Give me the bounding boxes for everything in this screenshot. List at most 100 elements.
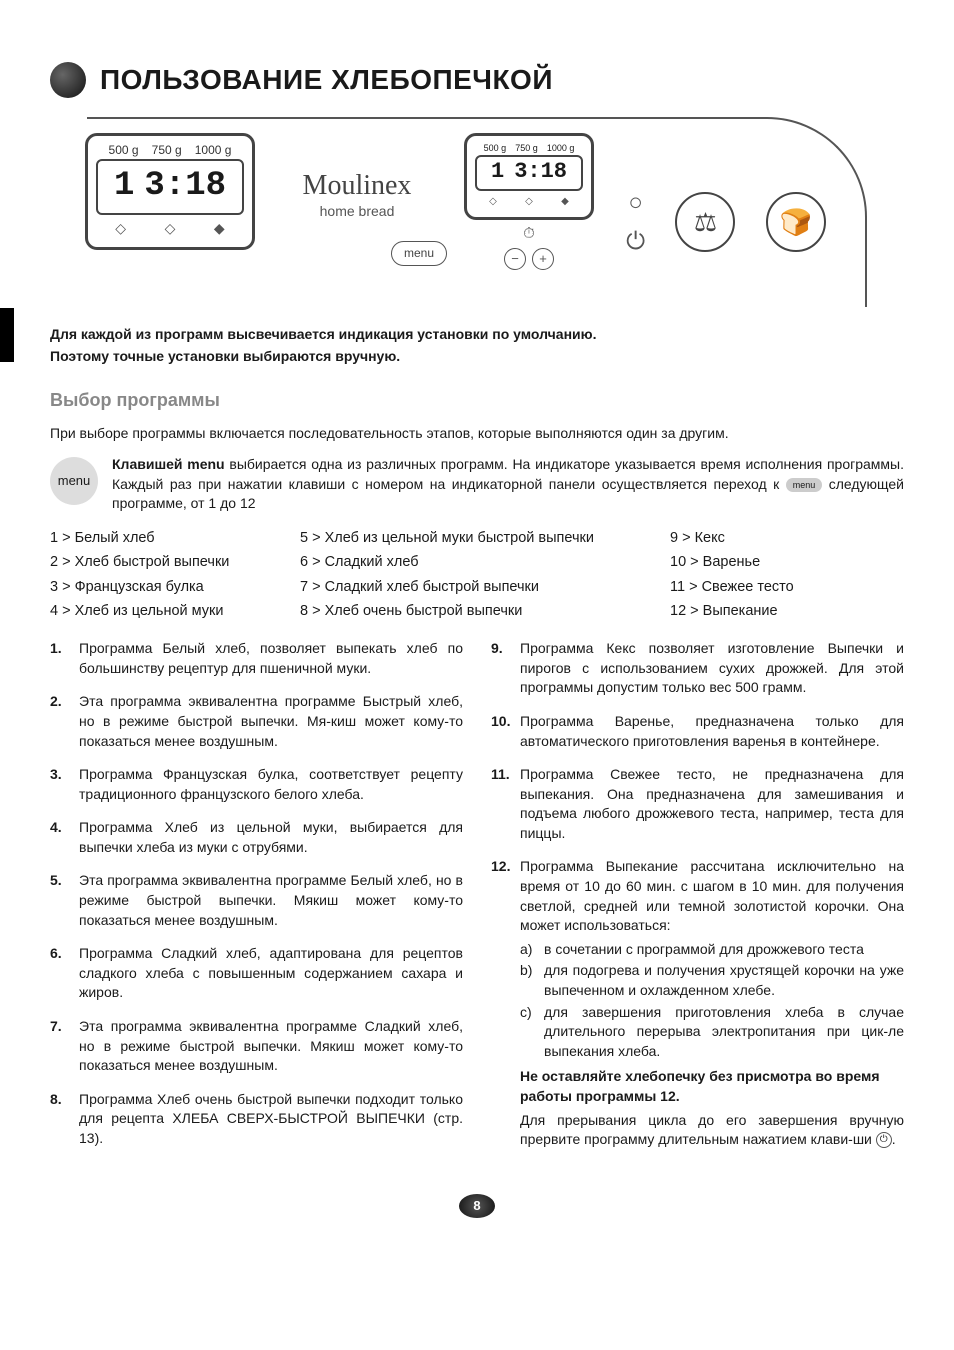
brand-logo: Moulinex: [303, 166, 412, 205]
list-item: 5.Эта программа эквивалентна программе Б…: [50, 871, 463, 930]
item-text: Программа Французская булка, соответству…: [79, 765, 463, 804]
item-number: 3.: [50, 765, 71, 804]
crust-icon-small: ◇: [525, 195, 533, 209]
weight-500-small: 500 g: [484, 142, 507, 155]
crust-medium-icon: ◇: [165, 219, 176, 239]
list-item: 11. Программа Свежее тесто, не предназнач…: [491, 765, 904, 843]
prog-cell: 12 > Выпекание: [670, 601, 870, 621]
desc12-tail: Для прерывания цикла до его завершения в…: [520, 1112, 904, 1148]
item-text: Программа Белый хлеб, позволяет выпекать…: [79, 639, 463, 678]
prog-cell: 5 > Хлеб из цельной муки быстрой выпечки: [300, 528, 650, 548]
item-number: 12.: [491, 857, 512, 1149]
item-text: Программа Варенье, предназначена только …: [520, 712, 904, 751]
menu-description-row: menu Клавишей menu выбирается одна из ра…: [50, 455, 904, 514]
weight-icon: ⚖: [675, 192, 735, 252]
sublist-item: b)для подогрева и получения хрустящей ко…: [520, 961, 904, 1000]
prog-cell: 7 > Сладкий хлеб быстрой выпечки: [300, 577, 650, 597]
sublist-item: a)в сочетании с программой для дрожжевог…: [520, 940, 904, 960]
crust-icon-small: ◆: [561, 195, 569, 209]
item-number: 7.: [50, 1017, 71, 1076]
program-descriptions: 1.Программа Белый хлеб, позволяет выпека…: [50, 639, 904, 1164]
list-item: 10. Программа Варенье, предназначена толь…: [491, 712, 904, 751]
minus-button: −: [504, 248, 526, 270]
item-number: 10.: [491, 712, 512, 751]
lcd-panel-large: 500 g 750 g 1000 g 1 3:18 ◇ ◇ ◆: [85, 133, 255, 299]
power-button-icon: ⏻: [876, 1132, 892, 1148]
list-item: 6.Программа Сладкий хлеб, адаптирована д…: [50, 944, 463, 1003]
section-heading: Выбор программы: [50, 388, 904, 413]
item-number: 9.: [491, 639, 512, 698]
crust-color-icon: 🍞: [766, 192, 826, 252]
sublist-text: в сочетании с программой для дрожжевого …: [544, 940, 864, 960]
item-text: Эта программа эквивалентна программе Сла…: [79, 1017, 463, 1076]
plus-button: +: [532, 248, 554, 270]
power-icon: ⏻: [626, 225, 645, 259]
sublist-letter: c): [520, 1003, 538, 1062]
menu-button-label: menu: [391, 241, 447, 266]
programs-table: 1 > Белый хлеб 5 > Хлеб из цельной муки …: [50, 528, 904, 621]
lcd-panel-small: 500 g 750 g 1000 g 1 3:18 ◇ ◇ ◆ ⏱ − +: [459, 133, 599, 299]
list-item: 9.Программа Кекс позволяет изготовление …: [491, 639, 904, 698]
list-item: 8.Программа Хлеб очень быстрой выпечки п…: [50, 1090, 463, 1149]
list-item: 3.Программа Французская булка, соответст…: [50, 765, 463, 804]
intro-line-1: Для каждой из программ высвечивается инд…: [50, 325, 904, 345]
indicator-dot-icon: ○: [628, 186, 643, 220]
brand-block: Moulinex home bread menu: [267, 133, 447, 299]
desc12-tail2: .: [892, 1131, 896, 1147]
prog-cell: 11 > Свежее тесто: [670, 577, 870, 597]
prog-cell: 10 > Варенье: [670, 552, 870, 572]
lcd-program-number: 1: [114, 163, 134, 211]
list-item: 4.Программа Хлеб из цельной муки, выбира…: [50, 818, 463, 857]
prog-cell: 6 > Сладкий хлеб: [300, 552, 650, 572]
menu-desc-bold: Клавишей menu: [112, 456, 225, 472]
sublist-text: для завершения приготовления хлеба в слу…: [544, 1003, 904, 1062]
item-number: 8.: [50, 1090, 71, 1149]
brand-subtitle: home bread: [320, 202, 395, 222]
item-number: 2.: [50, 692, 71, 751]
weight-500: 500 g: [109, 142, 139, 159]
desc12-lead: Программа Выпекание рассчитана исключите…: [520, 858, 904, 933]
weight-1000: 1000 g: [195, 142, 232, 159]
prog-cell: 4 > Хлеб из цельной муки: [50, 601, 280, 621]
crust-dark-icon: ◆: [214, 219, 225, 239]
list-item: 7.Эта программа эквивалентна программе С…: [50, 1017, 463, 1076]
prog-cell: 9 > Кекс: [670, 528, 870, 548]
lcd-time-small: 3:18: [514, 157, 567, 188]
page-title: ПОЛЬЗОВАНИЕ ХЛЕБОПЕЧКОЙ: [100, 60, 553, 99]
crust-icon-small: ◇: [489, 195, 497, 209]
device-diagram: 500 g 750 g 1000 g 1 3:18 ◇ ◇ ◆ Moulinex…: [50, 117, 904, 307]
side-tab-marker: [0, 308, 14, 362]
item-text: Программа Сладкий хлеб, адаптирована для…: [79, 944, 463, 1003]
control-icons: ○ ⏻ ⚖ 🍞: [611, 133, 841, 299]
sublist-letter: b): [520, 961, 538, 1000]
desc12-warning: Не оставляйте хлебопечку без присмотра в…: [520, 1067, 904, 1106]
item-text: Программа Хлеб очень быстрой выпечки под…: [79, 1090, 463, 1149]
timer-icon: ⏱: [523, 223, 535, 244]
item-text: Программа Хлеб из цельной муки, выбирает…: [79, 818, 463, 857]
prog-cell: 8 > Хлеб очень быстрой выпечки: [300, 601, 650, 621]
intro-line-2: Поэтому точные установки выбираются вруч…: [50, 347, 904, 367]
item-text: Программа Кекс позволяет изготовление Вы…: [520, 639, 904, 698]
page-number: 8: [459, 1194, 495, 1218]
prog-cell: 3 > Французская булка: [50, 577, 280, 597]
crust-light-icon: ◇: [115, 219, 126, 239]
menu-description: Клавишей menu выбирается одна из различн…: [112, 455, 904, 514]
sublist-text: для подогрева и получения хрустящей коро…: [544, 961, 904, 1000]
weight-1000-small: 1000 g: [547, 142, 575, 155]
weight-750-small: 750 g: [515, 142, 538, 155]
item-number: 1.: [50, 639, 71, 678]
section-lead: При выборе программы включается последов…: [50, 424, 904, 444]
item-number: 6.: [50, 944, 71, 1003]
header-bullet-icon: [50, 62, 86, 98]
item-number: 4.: [50, 818, 71, 857]
sublist-item: c)для завершения приготовления хлеба в с…: [520, 1003, 904, 1062]
weight-750: 750 g: [152, 142, 182, 159]
lcd-time: 3:18: [144, 163, 226, 211]
item-number: 5.: [50, 871, 71, 930]
inline-menu-chip: menu: [786, 478, 823, 493]
item-text: Программа Свежее тесто, не предназначена…: [520, 765, 904, 843]
item-text: Эта программа эквивалентна программе Быс…: [79, 692, 463, 751]
prog-cell: 1 > Белый хлеб: [50, 528, 280, 548]
descriptions-left-column: 1.Программа Белый хлеб, позволяет выпека…: [50, 639, 463, 1164]
item-number: 11.: [491, 765, 512, 843]
